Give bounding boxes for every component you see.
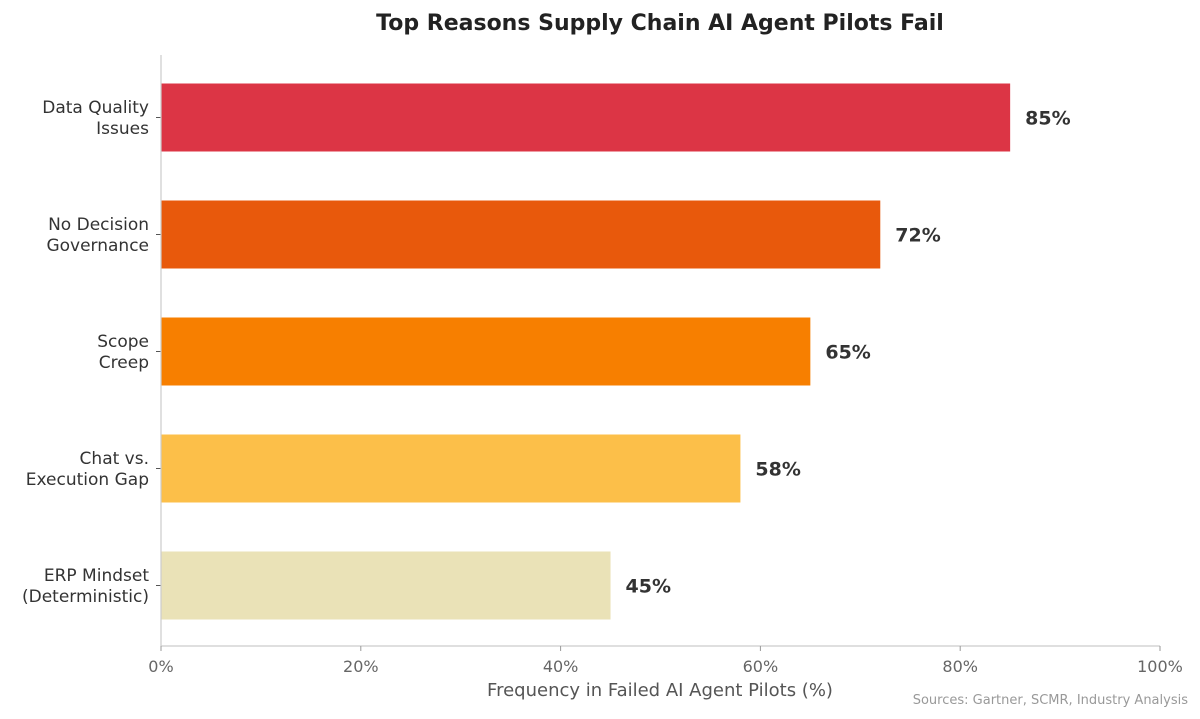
category-label: No Decision xyxy=(48,215,149,235)
x-tick-label: 0% xyxy=(148,657,173,676)
bar xyxy=(161,83,1011,152)
x-tick-label: 20% xyxy=(343,657,379,676)
x-tick-label: 80% xyxy=(942,657,978,676)
x-tick-label: 40% xyxy=(543,657,579,676)
value-label: 58% xyxy=(755,459,800,481)
category-label: Issues xyxy=(96,119,149,139)
x-tick-label: 100% xyxy=(1137,657,1183,676)
source-note: Sources: Gartner, SCMR, Industry Analysi… xyxy=(913,693,1188,708)
chart-title: Top Reasons Supply Chain AI Agent Pilots… xyxy=(376,11,944,36)
x-tick-label: 60% xyxy=(743,657,779,676)
category-label: Data Quality xyxy=(42,98,149,118)
category-label: (Deterministic) xyxy=(22,587,149,607)
category-label: Scope xyxy=(97,332,149,352)
bar xyxy=(161,317,811,386)
category-label: Execution Gap xyxy=(26,470,149,490)
x-axis-label: Frequency in Failed AI Agent Pilots (%) xyxy=(487,680,833,701)
category-label: ERP Mindset xyxy=(44,566,149,586)
bar xyxy=(161,551,611,620)
x-ticks-group: 0% 20% 40% 60% 80% 100% xyxy=(148,646,1183,676)
category-label: Creep xyxy=(99,353,149,373)
bar xyxy=(161,434,741,503)
value-label: 72% xyxy=(895,225,940,247)
value-label: 85% xyxy=(1025,108,1070,130)
category-label: Governance xyxy=(46,236,149,256)
bar xyxy=(161,200,881,269)
value-label: 45% xyxy=(626,576,671,598)
category-label: Chat vs. xyxy=(80,449,149,469)
value-label: 65% xyxy=(825,342,870,364)
